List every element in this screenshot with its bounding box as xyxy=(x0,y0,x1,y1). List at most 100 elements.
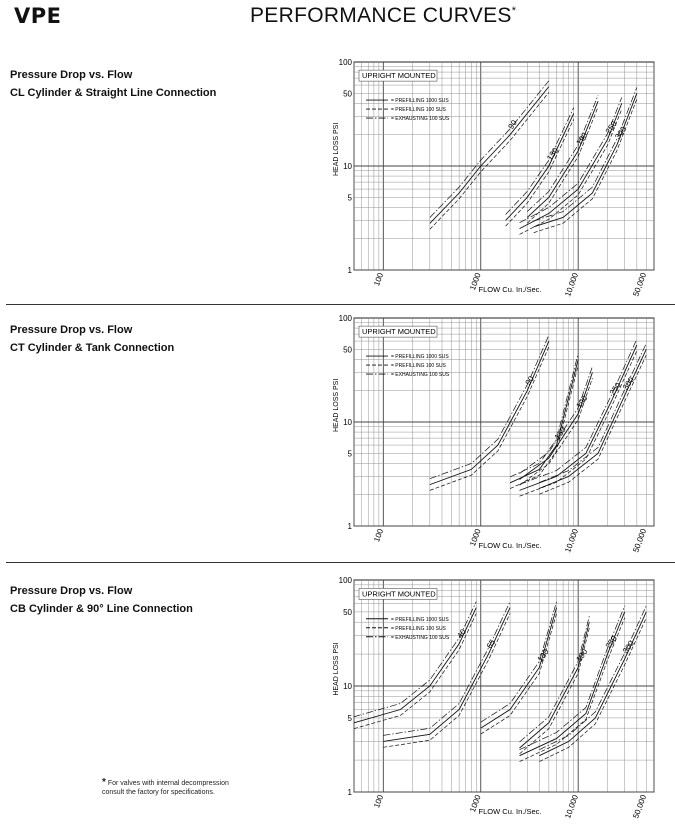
annotation-box xyxy=(358,588,438,600)
section-title-cb: Pressure Drop vs. Flow CB Cylinder & 90°… xyxy=(10,582,193,618)
x-tick-label: 50,000 xyxy=(631,527,648,554)
curve-65 xyxy=(383,601,511,736)
footnote-mark: * xyxy=(102,777,106,788)
y-tick-label: 50 xyxy=(343,608,352,617)
annotation-box xyxy=(358,325,438,338)
y-tick-label: 50 xyxy=(343,89,352,98)
curve-250 xyxy=(519,617,625,762)
curve-300 xyxy=(539,611,647,757)
curve-90 xyxy=(429,86,550,224)
section-title-line1: Pressure Drop vs. Flow xyxy=(10,585,133,597)
y-tick-label: 5 xyxy=(348,714,353,723)
y-tick-label: 10 xyxy=(343,418,352,427)
y-tick-label: 10 xyxy=(343,682,352,691)
curve-250 xyxy=(519,344,638,491)
page-title-text: PERFORMANCE CURVES xyxy=(250,4,512,27)
y-axis-label: HEAD LOSS PSI xyxy=(333,642,340,695)
curve-300 xyxy=(539,605,647,750)
section-title-cl: Pressure Drop vs. Flow CL Cylinder & Str… xyxy=(10,66,216,102)
y-tick-label: 10 xyxy=(343,162,352,171)
x-tick-label: 10,000 xyxy=(563,527,580,554)
curve-130 xyxy=(505,113,575,221)
x-tick-label: 50,000 xyxy=(631,271,648,298)
curve-300 xyxy=(539,354,647,495)
curve-250 xyxy=(519,338,638,485)
curve-300 xyxy=(533,93,638,228)
curve-250 xyxy=(519,97,623,224)
y-tick-label: 100 xyxy=(339,58,353,67)
curve-130 xyxy=(505,119,575,227)
y-tick-label: 5 xyxy=(348,449,353,458)
brand-logo: VPE xyxy=(14,4,62,28)
curve-190 xyxy=(519,627,590,755)
x-tick-label: 10,000 xyxy=(563,793,580,820)
section-title-line2: CL Cylinder & Straight Line Connection xyxy=(10,87,217,99)
curve-130 xyxy=(480,613,557,735)
curve-300 xyxy=(539,343,647,483)
curve-300 xyxy=(533,98,638,233)
legend-label: = EXHAUSTING 100 SUS xyxy=(391,372,450,378)
x-tick-label: 100 xyxy=(372,527,385,543)
y-tick-label: 50 xyxy=(343,345,352,354)
legend-label: = PREFILLING 1000 SUS xyxy=(391,98,449,104)
curve-90 xyxy=(429,80,550,218)
curve-90 xyxy=(429,340,550,486)
annotation-label: UPRIGHT MOUNTED xyxy=(362,327,436,336)
legend-label: = PREFILLING 1000 SUS xyxy=(391,617,449,623)
y-tick-label: 1 xyxy=(348,522,353,531)
legend-label: = PREFILLING 100 SUS xyxy=(391,107,447,113)
legend-label: = PREFILLING 100 SUS xyxy=(391,363,447,369)
y-tick-label: 1 xyxy=(348,266,353,275)
legend-label: = PREFILLING 100 SUS xyxy=(391,626,447,632)
curve-90 xyxy=(429,346,550,491)
y-axis-label: HEAD LOSS PSI xyxy=(333,379,340,432)
x-axis-label: FLOW Cu. In./Sec. xyxy=(479,285,542,294)
y-tick-label: 100 xyxy=(339,314,353,323)
footnote-line2: consult the factory for specifications. xyxy=(102,789,215,796)
legend-label: = EXHAUSTING 100 SUS xyxy=(391,635,450,641)
curve-190 xyxy=(519,622,590,749)
curve-90 xyxy=(429,92,550,230)
x-tick-label: 100 xyxy=(372,271,385,287)
annotation-box xyxy=(358,69,438,82)
curve-250 xyxy=(519,605,625,750)
legend-label: = EXHAUSTING 100 SUS xyxy=(391,116,450,122)
curve-190 xyxy=(519,372,593,480)
footnote: * For valves with internal decompression… xyxy=(102,778,229,797)
curve-40 xyxy=(353,607,477,724)
x-axis-label: FLOW Cu. In./Sec. xyxy=(479,541,542,550)
curve-65 xyxy=(383,613,511,748)
curve-130 xyxy=(480,601,557,723)
curve-130 xyxy=(480,607,558,729)
y-tick-label: 100 xyxy=(339,576,353,585)
x-tick-label: 100 xyxy=(372,793,385,809)
section-divider xyxy=(6,304,675,305)
y-tick-label: 5 xyxy=(348,193,353,202)
curve-250 xyxy=(519,611,626,757)
curve-65 xyxy=(383,607,511,742)
section-title-ct: Pressure Drop vs. Flow CT Cylinder & Tan… xyxy=(10,321,174,357)
section-title-line1: Pressure Drop vs. Flow xyxy=(10,324,133,336)
curve-190 xyxy=(519,366,593,474)
curve-250 xyxy=(519,109,623,235)
section-title-line2: CT Cylinder & Tank Connection xyxy=(10,342,175,354)
section-title-line1: Pressure Drop vs. Flow xyxy=(10,69,133,81)
annotation-label: UPRIGHT MOUNTED xyxy=(362,71,436,80)
x-tick-label: 50,000 xyxy=(631,793,648,820)
y-axis-label: HEAD LOSS PSI xyxy=(333,123,340,176)
page-title: PERFORMANCE CURVES* xyxy=(250,4,516,28)
footnote-line1: For valves with internal decompression xyxy=(107,780,229,787)
curve-190 xyxy=(527,95,599,212)
legend-label: = PREFILLING 1000 SUS xyxy=(391,354,449,360)
curve-130 xyxy=(509,353,579,478)
y-tick-label: 1 xyxy=(348,788,353,797)
curve-300 xyxy=(539,617,647,762)
section-title-line2: CB Cylinder & 90° Line Connection xyxy=(10,603,193,615)
curve-130 xyxy=(505,107,575,215)
curve-40 xyxy=(353,613,477,729)
curve-190 xyxy=(526,101,599,218)
curve-90 xyxy=(429,335,550,480)
